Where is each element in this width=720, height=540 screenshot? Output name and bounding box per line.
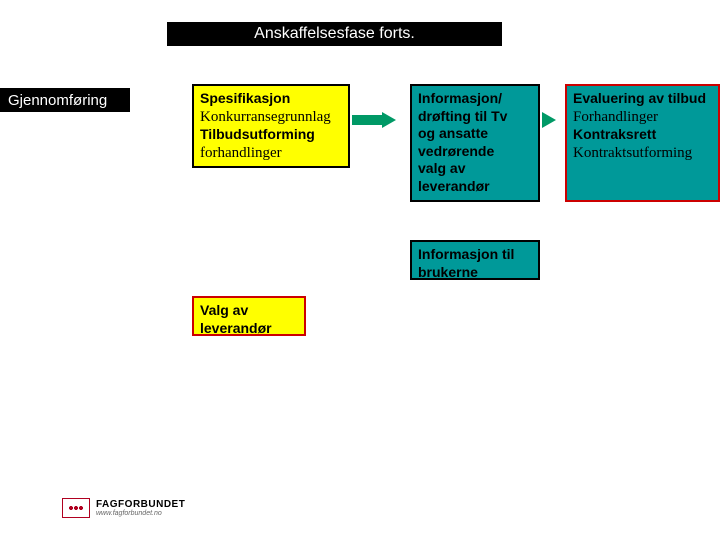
diagram-title: Anskaffelsesfase forts.	[167, 22, 502, 46]
arrow-head-icon	[542, 112, 556, 128]
box-line: brukerne	[418, 264, 532, 282]
box-line: Spesifikasjon	[200, 90, 342, 108]
box-line: valg av	[418, 160, 532, 178]
box-informasjon-tv: Informasjon/drøfting til Tvog ansatteved…	[410, 84, 540, 202]
box-line: Informasjon/	[418, 90, 532, 108]
box-line: Kontraktsutforming	[573, 144, 712, 163]
box-line: Konkurransegrunnlag	[200, 108, 342, 127]
box-line: drøfting til Tv	[418, 108, 532, 126]
logo-url: www.fagforbundet.no	[96, 510, 185, 517]
box-line: Forhandlinger	[573, 108, 712, 127]
box-valg-leverandor: Valg avleverandør	[192, 296, 306, 336]
box-line: leverandør	[200, 320, 298, 338]
box-line: leverandør	[418, 178, 532, 196]
arrow-body	[352, 115, 382, 125]
box-line: Kontraksrett	[573, 126, 712, 144]
box-line: Valg av	[200, 302, 298, 320]
box-line: Informasjon til	[418, 246, 532, 264]
box-line: forhandlinger	[200, 144, 342, 163]
fagforbundet-icon	[62, 498, 90, 518]
box-line: og ansatte	[418, 125, 532, 143]
logo-text: FAGFORBUNDET www.fagforbundet.no	[96, 500, 185, 517]
box-informasjon-brukerne: Informasjon tilbrukerne	[410, 240, 540, 280]
box-line: vedrørende	[418, 143, 532, 161]
box-line: Tilbudsutforming	[200, 126, 342, 144]
box-evaluering: Evaluering av tilbudForhandlingerKontrak…	[565, 84, 720, 202]
box-spesifikasjon: SpesifikasjonKonkurransegrunnlagTilbudsu…	[192, 84, 350, 168]
phase-label: Gjennomføring	[0, 88, 130, 112]
logo: FAGFORBUNDET www.fagforbundet.no	[62, 498, 185, 518]
logo-name: FAGFORBUNDET	[96, 500, 185, 510]
arrow-head-icon	[382, 112, 396, 128]
box-line: Evaluering av tilbud	[573, 90, 712, 108]
